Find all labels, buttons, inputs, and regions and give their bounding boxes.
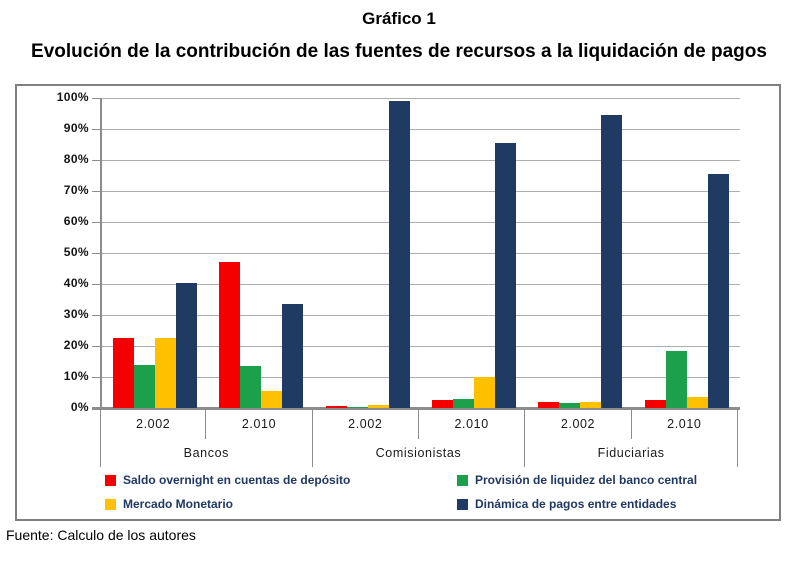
bar-group: [421, 98, 527, 408]
y-tick: [92, 98, 100, 99]
y-axis-label: 70%: [63, 183, 89, 197]
gridline: [102, 284, 740, 285]
bar-group: [634, 98, 740, 408]
bar-saldo_overnight: [432, 400, 454, 408]
gridline: [102, 129, 740, 130]
bar-saldo_overnight: [538, 401, 560, 408]
bar-group: [102, 98, 208, 408]
category-year-label: 2.010: [632, 409, 738, 439]
y-axis-label: 60%: [63, 214, 89, 228]
gridline: [102, 191, 740, 192]
bar-group: [208, 98, 314, 408]
category-year-label: 2.002: [313, 409, 419, 439]
gridline: [102, 315, 740, 316]
y-axis-label: 100%: [56, 90, 89, 104]
category-group-label: Comisionistas: [313, 439, 526, 467]
legend-label-saldo_overnight: Saldo overnight en cuentas de depósito: [123, 473, 351, 487]
bar-dinamica_pagos: [601, 115, 623, 408]
category-group-label: Bancos: [100, 439, 313, 467]
y-axis-label: 40%: [63, 276, 89, 290]
legend-label-dinamica_pagos: Dinámica de pagos entre entidades: [475, 497, 677, 511]
bar-saldo_overnight: [219, 262, 241, 408]
y-tick: [92, 222, 100, 223]
gridline: [102, 160, 740, 161]
bar-mercado_monetario: [155, 338, 177, 408]
y-tick: [92, 253, 100, 254]
category-axis: 2.002 2.010 2.002 2.010 2.002 2.010 Bancos Com…: [100, 409, 738, 467]
legend-item-mercado_monetario: Mercado Monetario: [105, 497, 457, 511]
chart-title: Gráfico 1: [362, 9, 436, 28]
y-axis-label: 0%: [70, 400, 89, 414]
bar-provision_liquidez: [134, 364, 156, 408]
bar-mercado_monetario: [367, 404, 389, 408]
bar-group: [527, 98, 633, 408]
bar-saldo_overnight: [644, 400, 666, 408]
bar-dinamica_pagos: [707, 173, 729, 408]
bar-provision_liquidez: [240, 366, 262, 408]
category-year-label: 2.010: [206, 409, 313, 439]
y-tick: [92, 191, 100, 192]
category-year-label: 2.010: [419, 409, 526, 439]
bar-saldo_overnight: [325, 406, 347, 408]
category-year-label: 2.002: [100, 409, 207, 439]
gridline: [102, 98, 740, 99]
y-tick: [92, 408, 100, 409]
legend: Saldo overnight en cuentas de depósito Pr…: [105, 473, 697, 511]
legend-item-saldo_overnight: Saldo overnight en cuentas de depósito: [105, 473, 457, 487]
x-axis-line: [92, 407, 740, 410]
bar-mercado_monetario: [474, 377, 496, 408]
y-tick: [92, 377, 100, 378]
category-groups-row: Bancos Comisionistas Fiduciarias: [100, 439, 738, 467]
bar-mercado_monetario: [686, 397, 708, 408]
bar-mercado_monetario: [580, 401, 602, 408]
legend-swatch-mercado_monetario: [105, 498, 116, 510]
gridline: [102, 222, 740, 223]
bar-mercado_monetario: [261, 390, 283, 408]
gridline: [102, 377, 740, 378]
bar-dinamica_pagos: [495, 142, 517, 408]
y-axis-label: 20%: [63, 338, 89, 352]
y-tick: [92, 160, 100, 161]
bar-provision_liquidez: [453, 398, 475, 408]
plot-area: [92, 98, 740, 410]
source-note: Fuente: Calculo de los autores: [6, 527, 196, 543]
legend-item-dinamica_pagos: Dinámica de pagos entre entidades: [457, 497, 697, 511]
y-tick: [92, 346, 100, 347]
chart-subtitle: Evolución de la contribución de las fuen…: [31, 41, 767, 62]
category-group-label: Fiduciarias: [525, 439, 738, 467]
legend-swatch-saldo_overnight: [105, 474, 116, 486]
legend-label-mercado_monetario: Mercado Monetario: [123, 497, 234, 511]
category-year-label: 2.002: [525, 409, 632, 439]
gridline: [102, 346, 740, 347]
y-axis-label: 50%: [63, 245, 89, 259]
bar-group: [315, 98, 421, 408]
legend-swatch-dinamica_pagos: [457, 498, 468, 510]
gridline: [102, 253, 740, 254]
legend-item-provision_liquidez: Provisión de liquidez del banco central: [457, 473, 697, 487]
y-axis-label: 90%: [63, 121, 89, 135]
bar-provision_liquidez: [665, 350, 687, 408]
chart-frame: 0% 10% 20% 30% 40% 50% 60% 70% 80% 90% 100% 2.002 2…: [15, 84, 781, 521]
y-tick: [92, 315, 100, 316]
bar-dinamica_pagos: [388, 101, 410, 408]
legend-swatch-provision_liquidez: [457, 474, 468, 486]
category-years-row: 2.002 2.010 2.002 2.010 2.002 2.010: [100, 409, 738, 439]
y-tick: [92, 284, 100, 285]
bar-dinamica_pagos: [176, 282, 198, 408]
y-axis-label: 10%: [63, 369, 89, 383]
bar-provision_liquidez: [346, 407, 368, 408]
y-axis-label: 80%: [63, 152, 89, 166]
y-axis-label: 30%: [63, 307, 89, 321]
bar-saldo_overnight: [113, 338, 135, 408]
bar-provision_liquidez: [559, 403, 581, 408]
bar-dinamica_pagos: [282, 304, 304, 408]
legend-label-provision_liquidez: Provisión de liquidez del banco central: [475, 473, 698, 487]
y-tick: [92, 129, 100, 130]
